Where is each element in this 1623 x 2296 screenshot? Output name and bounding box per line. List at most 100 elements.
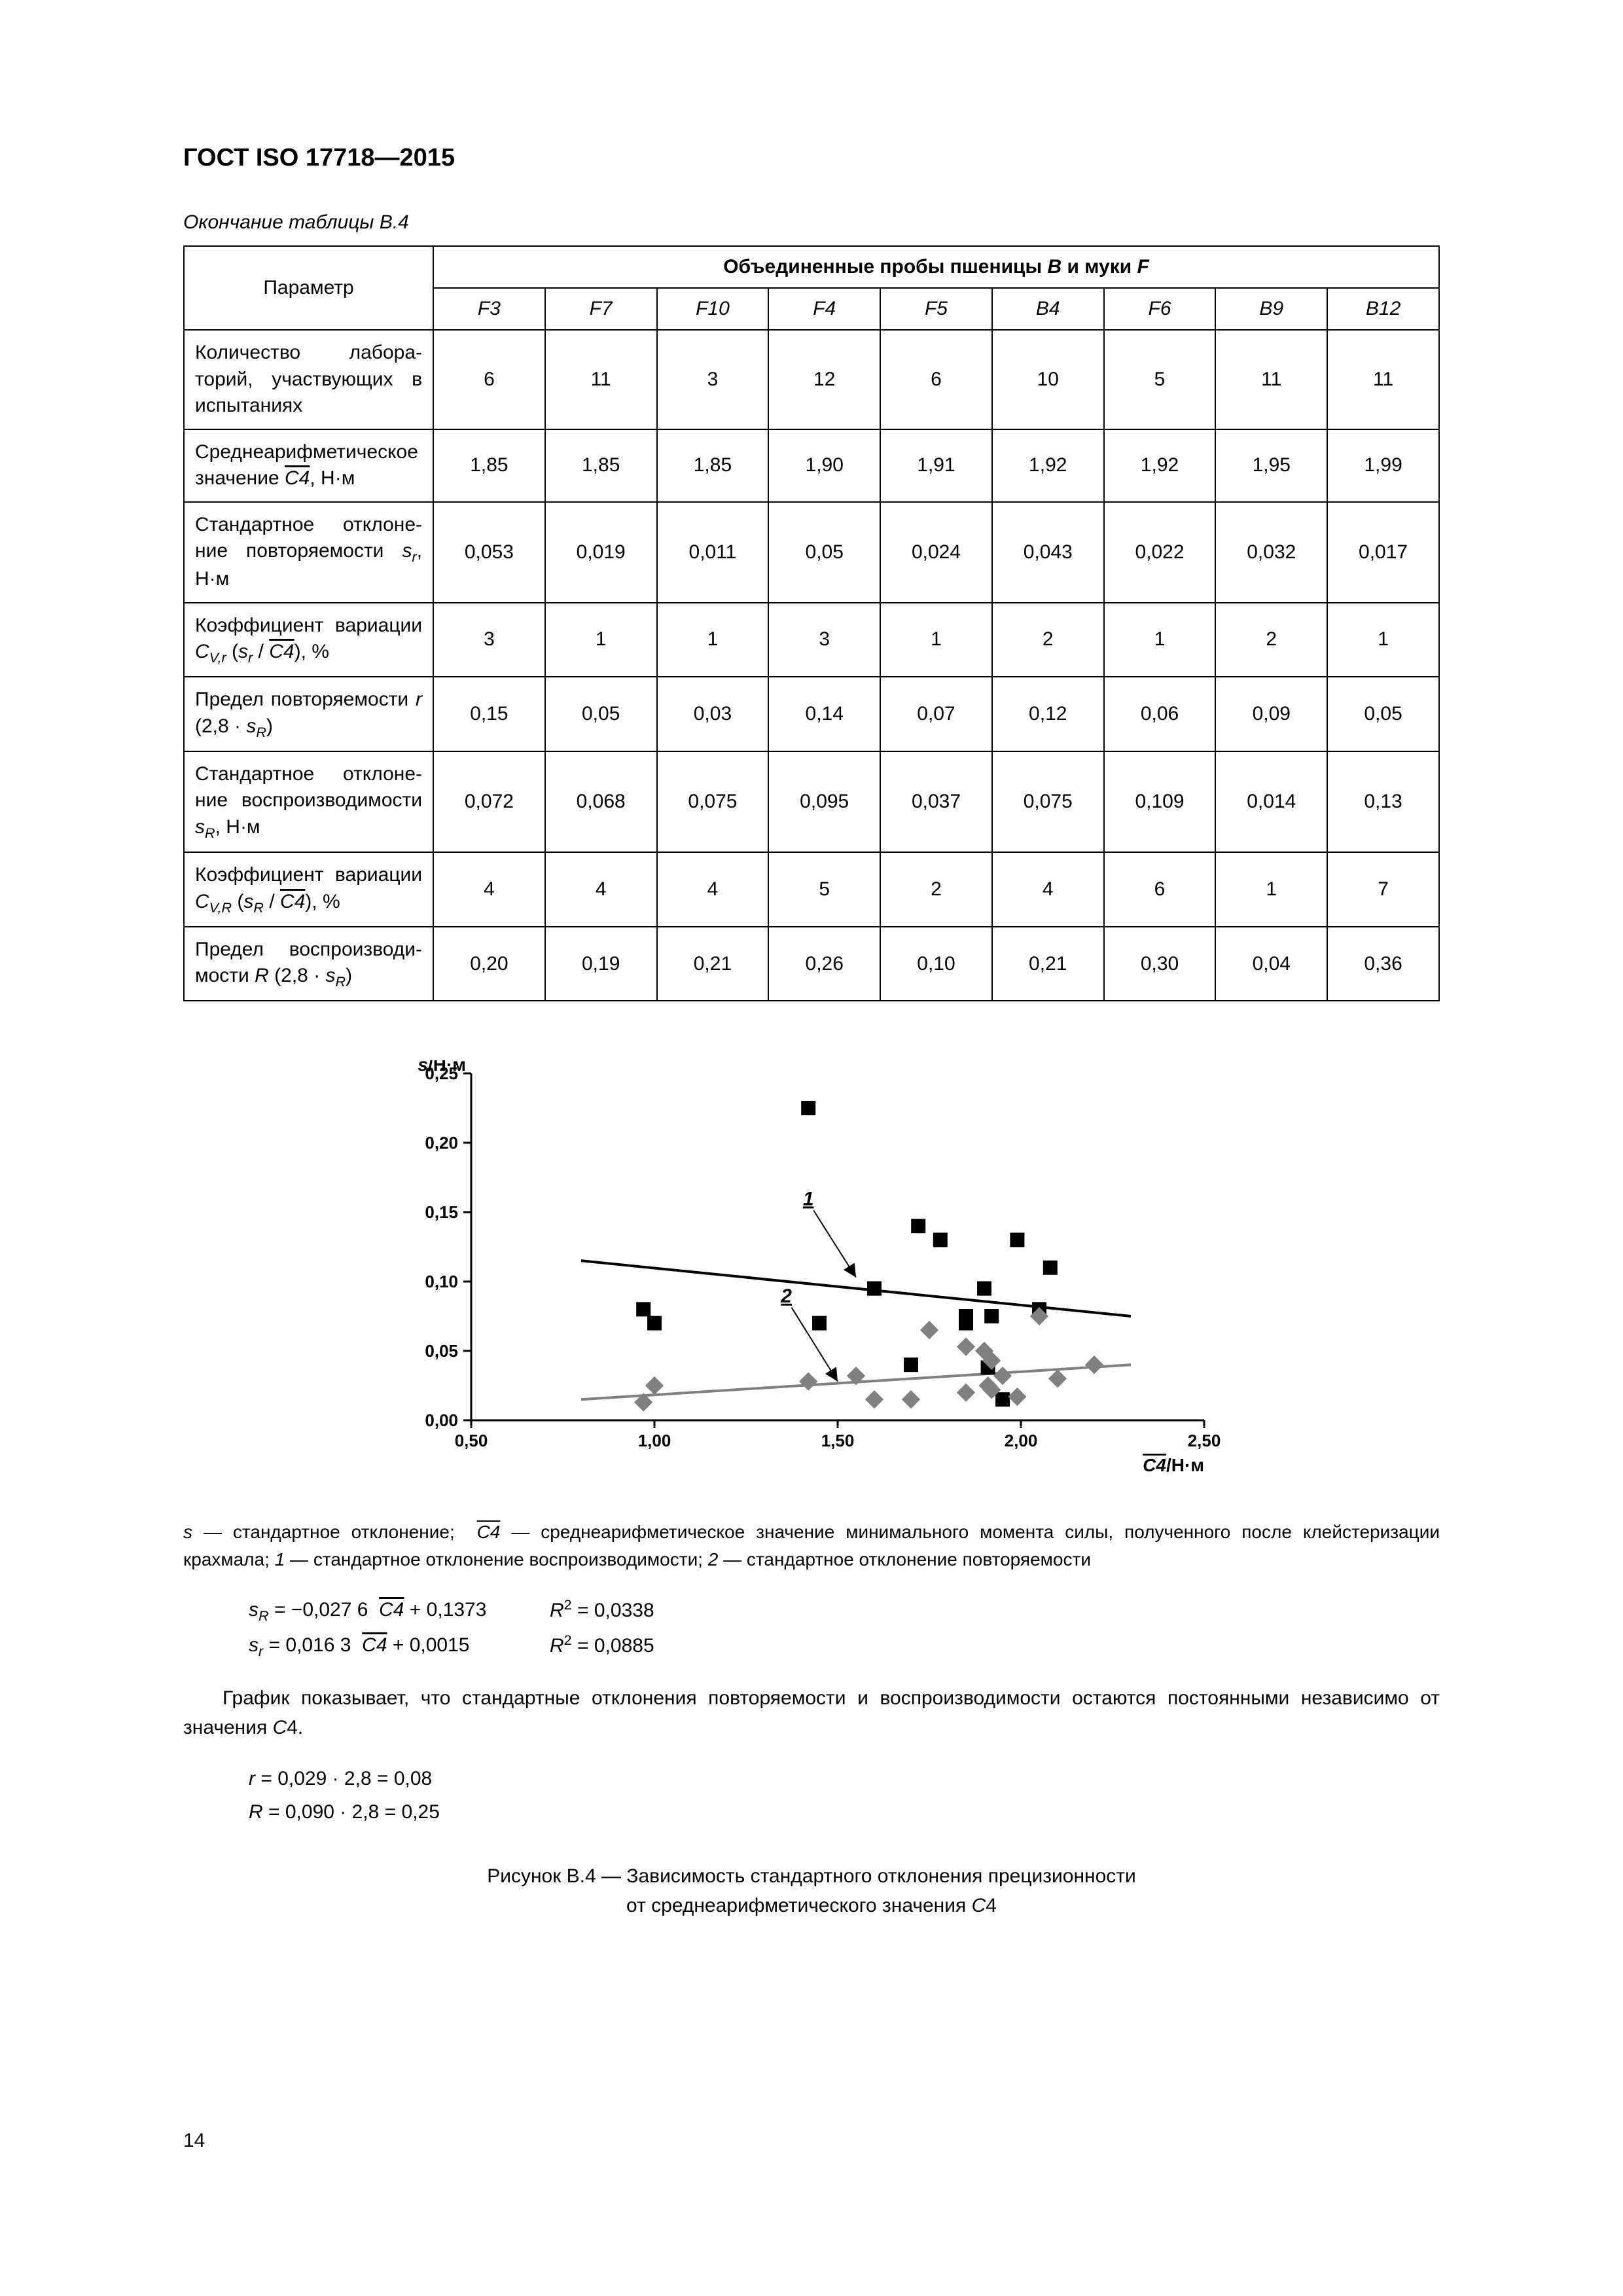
doc-header: ГОСТ ISO 17718—2015 <box>183 144 1440 172</box>
eq-sr-r2: R2 = 0,0885 <box>550 1628 654 1664</box>
data-cell: 4 <box>657 852 769 927</box>
data-cell: 6 <box>880 330 992 429</box>
figure-caption-line2: от среднеарифметического значения C4 <box>183 1891 1440 1920</box>
data-cell: 3 <box>768 603 880 677</box>
figure-caption: Рисунок В.4 — Зависимость стандартного о… <box>183 1861 1440 1920</box>
data-cell: 0,068 <box>545 751 657 852</box>
svg-text:0,15: 0,15 <box>425 1202 458 1222</box>
data-cell: 0,13 <box>1327 751 1439 852</box>
table-row: Предел воспроизводи­мости R (2,8 · sR) 0,… <box>184 927 1439 1001</box>
data-cell: 0,21 <box>657 927 769 1001</box>
data-cell: 0,075 <box>992 751 1104 852</box>
data-cell: 0,06 <box>1104 677 1216 751</box>
param-cell: Коэффициент вариа­ции CV,r (sr / C4), % <box>184 603 433 677</box>
group-header-F: F <box>1137 256 1149 278</box>
svg-text:1: 1 <box>803 1189 814 1210</box>
data-cell: 12 <box>768 330 880 429</box>
eq-R: R = 0,090 · 2,8 = 0,25 <box>249 1795 1440 1829</box>
data-cell: 0,032 <box>1215 502 1327 603</box>
group-header-prefix: Объединенные пробы пшеницы <box>723 256 1047 278</box>
param-cell: Среднеарифметиче­ское значение C4, Н·м <box>184 429 433 502</box>
data-cell: 0,05 <box>545 677 657 751</box>
data-cell: 3 <box>657 330 769 429</box>
column-header: F5 <box>880 288 992 330</box>
svg-text:0,20: 0,20 <box>425 1133 458 1153</box>
data-cell: 1 <box>1104 603 1216 677</box>
table-row: Предел повторяемо­сти r (2,8 · sR)0,150,… <box>184 677 1439 751</box>
eq-sR: sR = −0,027 6 C4 + 0,1373 <box>249 1593 524 1628</box>
data-cell: 1,92 <box>992 429 1104 502</box>
column-header: B9 <box>1215 288 1327 330</box>
param-cell: Стандартное отклоне­ние повторяемости sr… <box>184 502 433 603</box>
data-cell: 0,014 <box>1215 751 1327 852</box>
data-cell: 1,85 <box>657 429 769 502</box>
svg-text:C4/Н·м: C4/Н·м <box>1143 1455 1204 1475</box>
equations-block-2: r = 0,029 · 2,8 = 0,08 R = 0,090 · 2,8 =… <box>249 1762 1440 1829</box>
group-header-B: B <box>1047 256 1061 278</box>
data-cell: 1,91 <box>880 429 992 502</box>
svg-text:1,00: 1,00 <box>638 1431 671 1450</box>
data-table: Параметр Объединенные пробы пшеницы B и … <box>183 245 1440 1001</box>
data-cell: 5 <box>1104 330 1216 429</box>
equations-block-1: sR = −0,027 6 C4 + 0,1373 R2 = 0,0338 sr… <box>249 1593 1440 1663</box>
paragraph: График показывает, что стандартные откло… <box>183 1683 1440 1742</box>
svg-text:0,10: 0,10 <box>425 1272 458 1291</box>
data-cell: 0,017 <box>1327 502 1439 603</box>
data-cell: 3 <box>433 603 545 677</box>
data-cell: 0,109 <box>1104 751 1216 852</box>
data-cell: 0,36 <box>1327 927 1439 1001</box>
data-cell: 2 <box>992 603 1104 677</box>
table-row: Количество лабора­торий, участвующих в и… <box>184 330 1439 429</box>
table-body: Количество лабора­торий, участвующих в и… <box>184 330 1439 1001</box>
param-cell: Коэффициент вариа­ции CV,R (sR / C4), % <box>184 852 433 927</box>
table-row: Коэффициент вариа­ции CV,r (sr / C4), %3… <box>184 603 1439 677</box>
data-cell: 1 <box>545 603 657 677</box>
table-caption: Окончание таблицы В.4 <box>183 211 1440 234</box>
svg-text:s/Н·м: s/Н·м <box>418 1060 466 1075</box>
data-cell: 0,07 <box>880 677 992 751</box>
svg-text:2,00: 2,00 <box>1005 1431 1038 1450</box>
data-cell: 0,024 <box>880 502 992 603</box>
data-cell: 1,92 <box>1104 429 1216 502</box>
param-cell: Предел воспроизводи­мости R (2,8 · sR) <box>184 927 433 1001</box>
data-cell: 0,14 <box>768 677 880 751</box>
data-cell: 6 <box>1104 852 1216 927</box>
data-cell: 1 <box>657 603 769 677</box>
column-header: F4 <box>768 288 880 330</box>
data-cell: 5 <box>768 852 880 927</box>
data-cell: 0,022 <box>1104 502 1216 603</box>
page-number: 14 <box>183 2130 205 2152</box>
table-row: Среднеарифметиче­ское значение C4, Н·м 1,… <box>184 429 1439 502</box>
data-cell: 1,95 <box>1215 429 1327 502</box>
svg-text:0,00: 0,00 <box>425 1410 458 1430</box>
data-cell: 11 <box>1327 330 1439 429</box>
data-cell: 0,21 <box>992 927 1104 1001</box>
data-cell: 1 <box>1215 852 1327 927</box>
eq-sr: sr = 0,016 3 C4 + 0,0015 <box>249 1628 524 1664</box>
data-cell: 0,05 <box>1327 677 1439 751</box>
data-cell: 1 <box>880 603 992 677</box>
chart-legend-text: s — стандартное отклонение; C4 — среднеа… <box>183 1518 1440 1573</box>
data-cell: 4 <box>433 852 545 927</box>
table-row: Стандартное отклоне­ние повторяемости sr… <box>184 502 1439 603</box>
group-header: Объединенные пробы пшеницы B и муки F <box>433 246 1439 288</box>
table-head: Параметр Объединенные пробы пшеницы B и … <box>184 246 1439 330</box>
data-cell: 0,072 <box>433 751 545 852</box>
data-cell: 0,053 <box>433 502 545 603</box>
param-cell: Стандартное отклоне­ние воспроизводимо­с… <box>184 751 433 852</box>
table-row: Стандартное отклоне­ние воспроизводимо­с… <box>184 751 1439 852</box>
column-header: B4 <box>992 288 1104 330</box>
data-cell: 0,10 <box>880 927 992 1001</box>
param-cell: Количество лабора­торий, участвующих в и… <box>184 330 433 429</box>
data-cell: 4 <box>545 852 657 927</box>
data-cell: 0,15 <box>433 677 545 751</box>
column-header: F10 <box>657 288 769 330</box>
data-cell: 11 <box>545 330 657 429</box>
data-cell: 2 <box>1215 603 1327 677</box>
data-cell: 0,09 <box>1215 677 1327 751</box>
column-header: F7 <box>545 288 657 330</box>
column-header: F3 <box>433 288 545 330</box>
svg-text:0,05: 0,05 <box>425 1341 458 1361</box>
data-cell: 0,19 <box>545 927 657 1001</box>
group-header-mid: и муки <box>1061 256 1137 278</box>
